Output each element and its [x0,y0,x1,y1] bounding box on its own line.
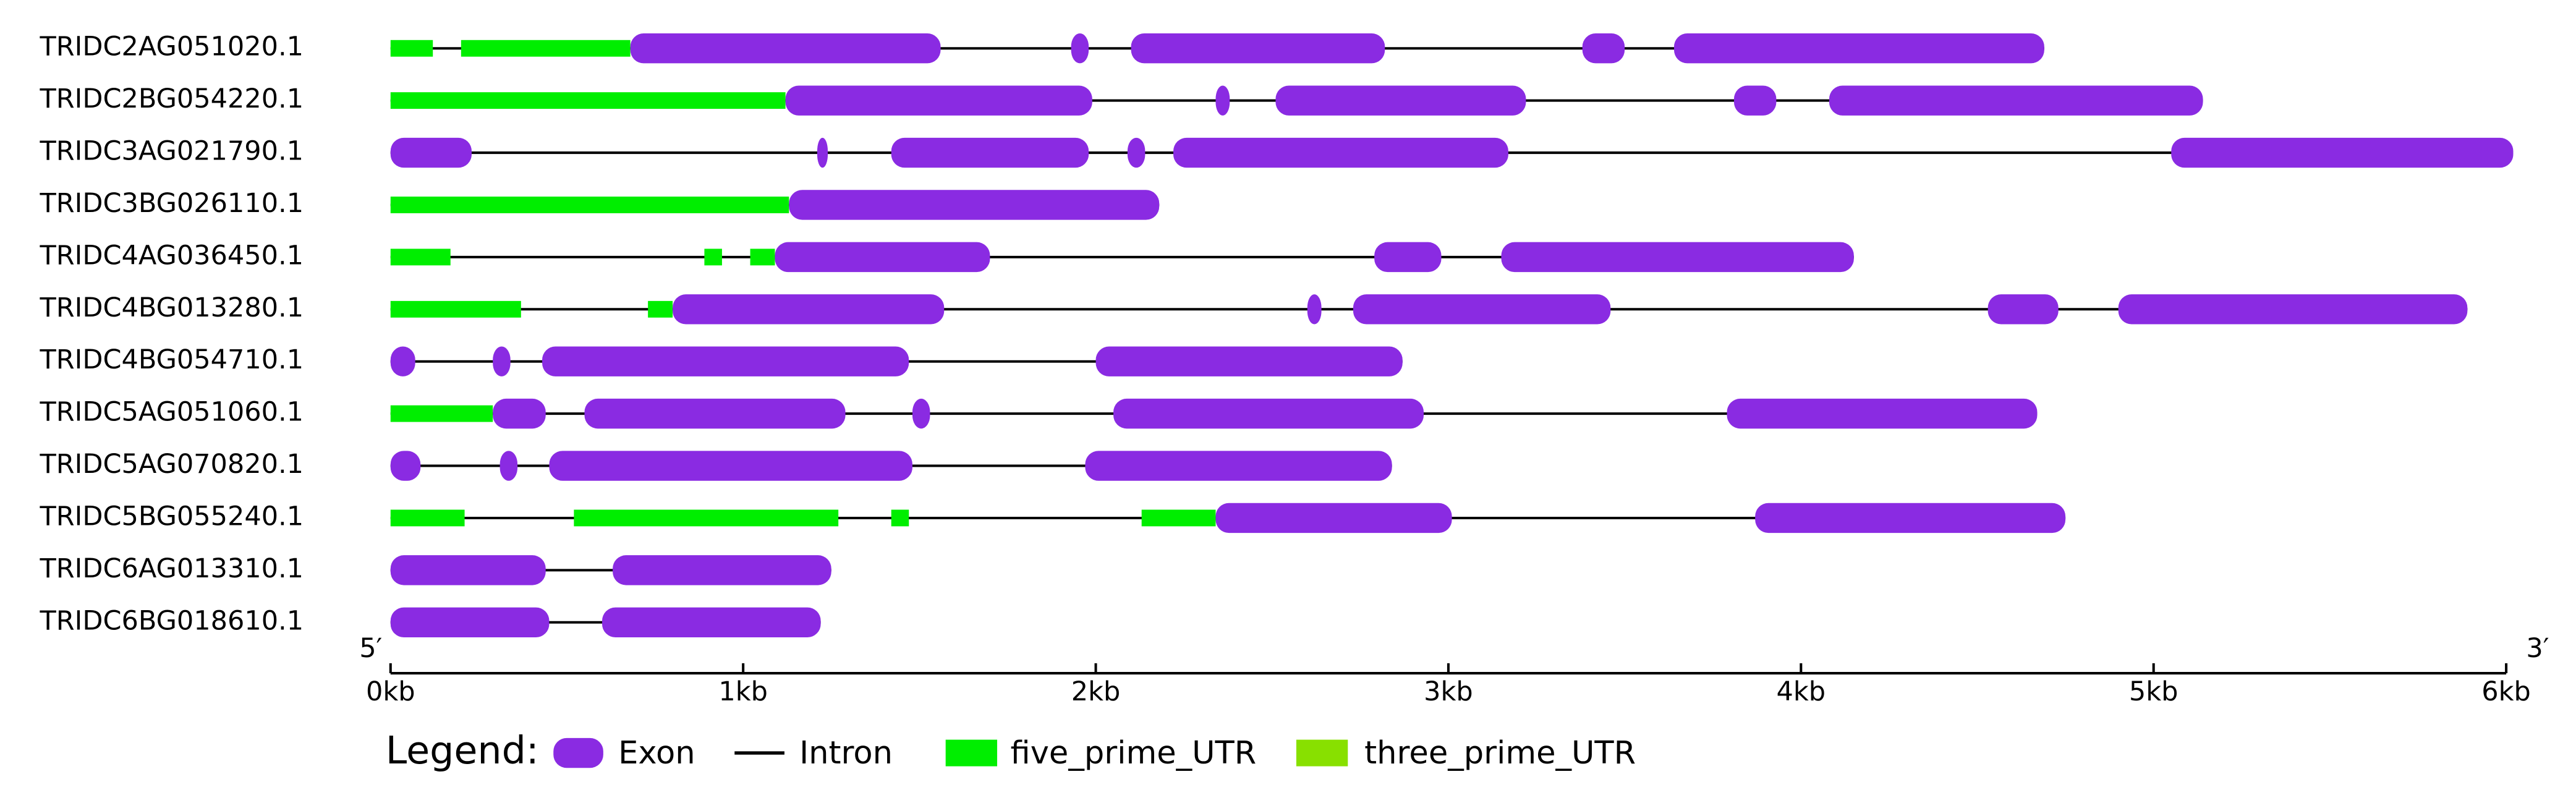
exon [390,137,472,168]
five-prime-utr [390,249,451,266]
exon [1275,85,1526,116]
gene-name: TRIDC6BG018610.1 [40,605,304,636]
exon [390,346,415,376]
exon [390,555,546,585]
exon [630,33,941,64]
exon [1829,85,2203,116]
five-prime-utr [891,509,909,527]
exon [390,607,550,637]
exon [499,451,518,481]
legend-label: Exon [618,735,695,771]
x-tick-label: 1kb [718,676,768,707]
exon [1127,137,1146,168]
exon [1727,398,2038,429]
x-tick-label: 5kb [2129,676,2179,707]
five-prime-utr [574,509,839,527]
exon [549,451,912,481]
exon [493,398,546,429]
exon [542,346,909,376]
gene-name: TRIDC3AG021790.1 [40,136,304,167]
x-tick-label: 3kb [1424,676,1473,707]
five-prime-utr [390,509,465,527]
end-label: 3′ [2526,633,2549,664]
exon [493,346,511,376]
exon [1113,398,1424,429]
gene-name: TRIDC4BG054710.1 [40,344,304,375]
exon [1987,294,2059,325]
five-prime-utr [648,300,673,318]
five-prime-utr [390,92,786,109]
five-prime-utr [461,40,631,57]
five-prime-utr [390,405,493,422]
exon [912,398,930,429]
start-label: 5′ [359,633,382,664]
exon [785,85,1092,116]
exon [1095,346,1403,376]
five-prime-utr [750,249,775,266]
gene-name: TRIDC2BG054220.1 [40,83,304,114]
exon [1733,85,1777,116]
exon [1374,242,1442,273]
exon [1215,85,1230,116]
exon [1755,503,2066,533]
x-tick-label: 4kb [1777,676,1826,707]
legend-title: Legend: [386,728,539,773]
exon [602,607,821,637]
exon [1582,33,1625,64]
five-prime-utr [390,197,789,213]
legend-label: three_prime_UTR [1364,735,1636,771]
exon [673,294,945,325]
legend-swatch [1296,739,1348,767]
exon [2118,294,2468,325]
five-prime-utr [704,249,722,266]
exon [789,190,1160,220]
legend-label: Intron [799,735,893,771]
gene-name: TRIDC4BG013280.1 [40,292,304,323]
exon [1501,242,1854,273]
exon [1307,294,1322,325]
x-tick-label: 0kb [366,676,415,707]
gene-name: TRIDC5AG070820.1 [40,449,304,480]
exon [817,137,828,168]
legend-label: five_prime_UTR [1011,735,1257,771]
exon [584,398,846,429]
exon [390,451,421,481]
legend-swatch [945,739,998,767]
gene-name: TRIDC5AG051060.1 [40,397,304,428]
exon [1131,33,1385,64]
x-tick-label: 6kb [2481,676,2531,707]
exon [613,555,831,585]
exon [1215,503,1452,533]
gene-name: TRIDC2AG051020.1 [40,32,304,62]
five-prime-utr [1141,509,1216,527]
five-prime-utr [390,40,433,57]
exon [1173,137,1508,168]
exon [775,242,990,273]
exon [1353,294,1611,325]
gene-name: TRIDC5BG055240.1 [40,501,304,532]
gene-name: TRIDC6AG013310.1 [40,553,304,584]
exon [1085,451,1392,481]
exon [1071,33,1089,64]
legend-swatch [553,737,603,768]
five-prime-utr [390,300,521,318]
gene-name: TRIDC4AG036450.1 [40,240,304,271]
gene-name: TRIDC3BG026110.1 [40,188,304,219]
x-tick-label: 2kb [1071,676,1121,707]
exon [1673,33,2044,64]
exon [2171,137,2514,168]
exon [891,137,1089,168]
